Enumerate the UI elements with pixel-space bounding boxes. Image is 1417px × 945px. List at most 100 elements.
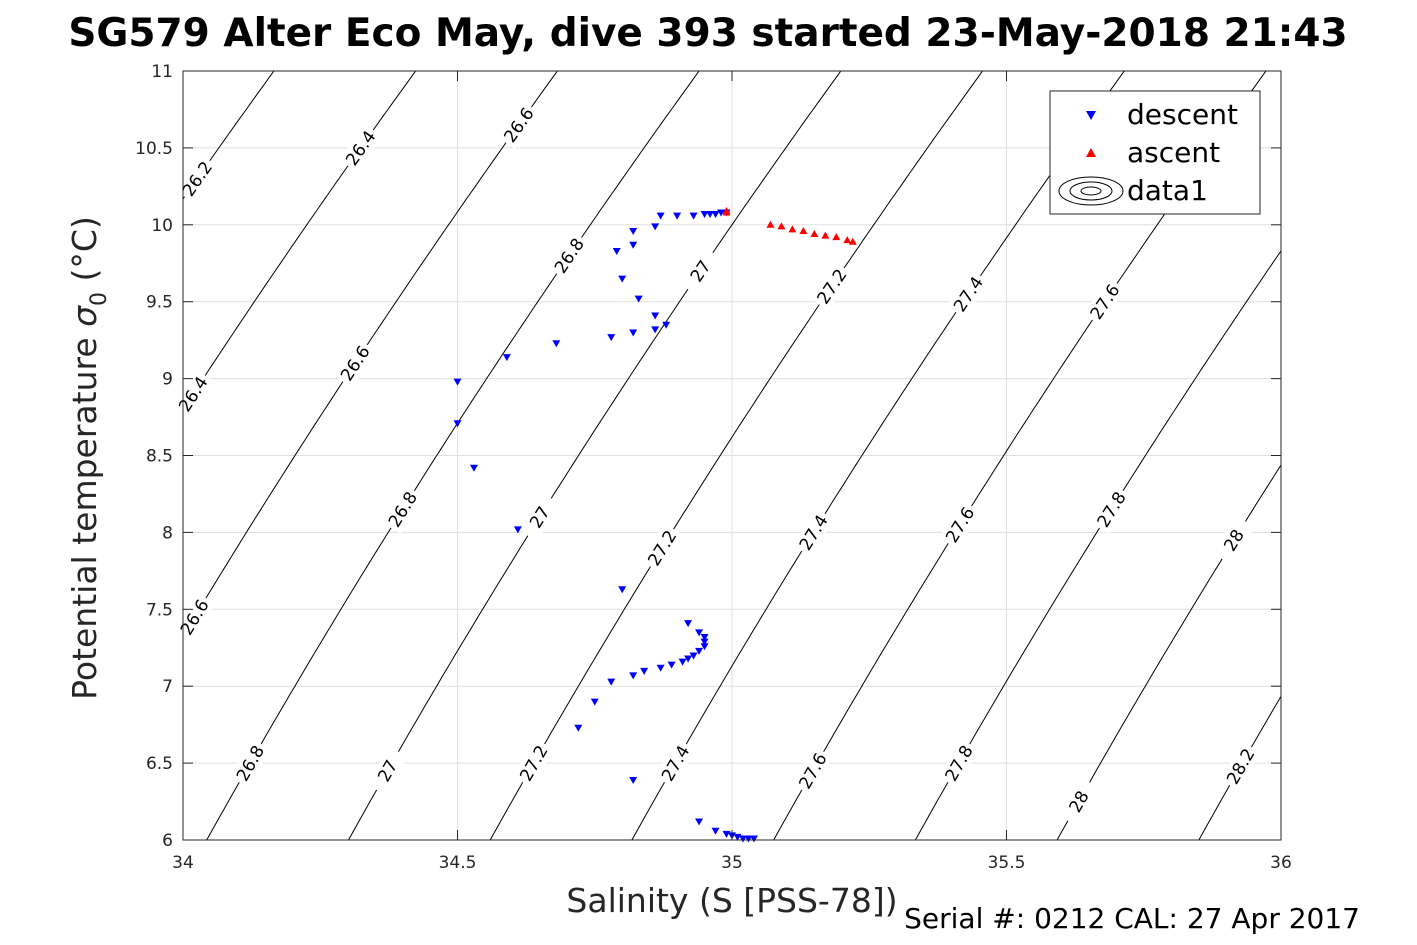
descent-marker <box>744 835 753 843</box>
legend-data1-label: data1 <box>1127 174 1208 207</box>
density-contour-28 <box>1056 464 1281 840</box>
contour-label-bg <box>1212 515 1255 565</box>
contour-label-bg <box>1083 277 1127 327</box>
descent-marker <box>469 464 478 472</box>
density-contour-27-2 <box>489 71 983 840</box>
descent-marker <box>689 212 698 220</box>
contour-label-bg <box>792 746 834 796</box>
descent-marker <box>667 661 676 669</box>
y-tick-label: 10.5 <box>135 139 173 159</box>
legend-descent-marker <box>1086 111 1096 120</box>
descent-marker <box>513 526 522 534</box>
ascent-marker <box>810 230 819 238</box>
ascent-marker <box>848 237 857 245</box>
descent-marker <box>640 667 649 675</box>
descent-marker <box>662 321 671 329</box>
y-tick-label: 10 <box>151 216 173 236</box>
descent-marker <box>656 212 665 220</box>
descent-marker <box>651 326 660 334</box>
descent-marker <box>453 420 462 428</box>
density-contour-27-4 <box>631 71 1125 840</box>
x-tick-label: 34 <box>172 853 194 873</box>
descent-marker <box>453 378 462 386</box>
contour-label-bg <box>792 507 835 557</box>
contour-label-bg <box>175 154 219 204</box>
density-contours <box>183 71 1281 840</box>
chart-title: SG579 Alter Eco May, dive 393 started 23… <box>68 11 1347 56</box>
legend-box <box>1049 90 1261 215</box>
y-tick-label: 9 <box>162 370 173 390</box>
x-tick-label: 36 <box>1270 853 1292 873</box>
ascent-marker <box>832 233 841 241</box>
descent-marker <box>738 835 747 843</box>
legend-ascent-label: ascent <box>1127 136 1220 169</box>
descent-marker <box>629 241 638 249</box>
descent-marker <box>574 724 583 732</box>
descent-marker <box>651 312 660 320</box>
ascent-marker <box>766 220 775 228</box>
descent-marker <box>629 777 638 785</box>
ascent-marker <box>843 236 852 244</box>
contour-label-bg <box>513 738 555 788</box>
density-contour-26-4 <box>183 71 417 411</box>
contour-label-bg <box>938 500 981 550</box>
descent-marker <box>717 209 726 217</box>
contour-label-bg <box>173 592 216 642</box>
contour-label-bg <box>654 738 696 788</box>
y-tick-label: 11 <box>151 62 173 82</box>
density-contour-26-6 <box>183 71 558 638</box>
density-contour-28-2 <box>1198 695 1281 840</box>
contour-label-bg <box>810 261 854 311</box>
y-tick-label: 7.5 <box>146 600 173 620</box>
y-tick-label: 8.5 <box>146 447 173 467</box>
descent-marker <box>656 664 665 672</box>
contour-label-bg <box>946 269 990 319</box>
data-markers <box>453 206 857 843</box>
y-axis-label-symbol: σ <box>65 305 104 327</box>
ascent-marker <box>799 226 808 234</box>
descent-marker <box>607 334 616 342</box>
contour-label-bg <box>1058 776 1100 827</box>
descent-marker <box>700 633 709 641</box>
x-tick-label: 34.5 <box>439 853 477 873</box>
contour-label-bg <box>381 484 424 534</box>
descent-marker <box>673 212 682 220</box>
descent-marker <box>629 672 638 680</box>
legend-ascent-marker <box>1086 148 1096 157</box>
density-contour-26-8 <box>206 71 700 840</box>
density-contour-27 <box>348 71 842 840</box>
ascent-marker <box>821 231 830 239</box>
x-tick-label: 35 <box>721 853 743 873</box>
contour-label-bg <box>229 738 271 788</box>
descent-marker <box>711 827 720 835</box>
descent-marker <box>502 354 511 362</box>
y-axis-label-text: Potential temperature <box>65 327 104 700</box>
y-tick-label: 7 <box>162 677 173 697</box>
y-tick-label: 6.5 <box>146 754 173 774</box>
contour-label-bg <box>518 492 561 542</box>
descent-marker <box>612 247 621 255</box>
contour-label-bg <box>1090 484 1133 534</box>
descent-marker <box>700 643 709 651</box>
contour-label-bg <box>1220 741 1261 791</box>
descent-marker <box>634 295 643 303</box>
contour-label-bg <box>367 746 408 796</box>
x-axis-label: Salinity (S [PSS-78]) <box>566 881 897 920</box>
contour-label-bg <box>938 738 980 788</box>
y-axis-label: Potential temperature σ0 (°C) <box>65 216 112 700</box>
descent-marker <box>700 211 709 219</box>
y-tick-label: 8 <box>162 523 173 543</box>
descent-marker <box>689 652 698 660</box>
descent-marker <box>629 227 638 235</box>
descent-marker <box>607 678 616 686</box>
x-axis-ticks: 34 34.5 35 35.5 36 <box>172 71 1292 873</box>
contour-label-bg <box>171 369 215 419</box>
descent-marker <box>711 211 720 219</box>
descent-marker <box>695 629 704 637</box>
y-axis-ticks: 6 6.5 7 7.5 8 8.5 9 9.5 10 10.5 11 <box>135 62 1281 851</box>
legend: descent ascent data1 <box>1049 90 1261 215</box>
contour-label-bg <box>641 523 684 573</box>
contour-label-bg <box>678 246 722 296</box>
descent-marker <box>700 638 709 646</box>
